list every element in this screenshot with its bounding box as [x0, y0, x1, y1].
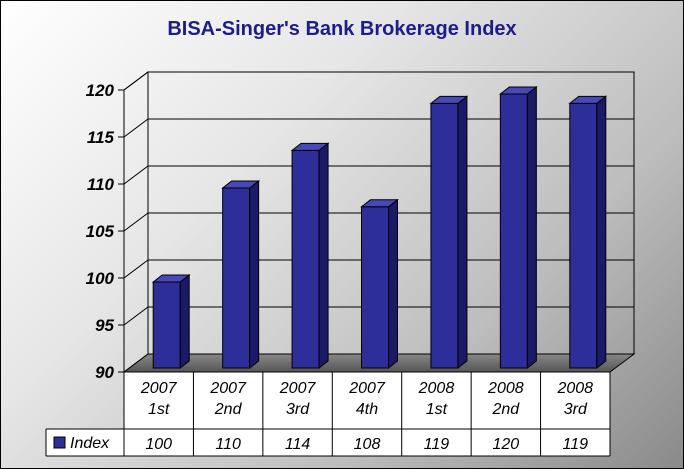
- gridline-100: [123, 259, 634, 279]
- data-table: 2007 1st 2007 2nd 2007 3rd 2007 4th 2008 1st 2008 2…: [45, 371, 611, 457]
- bar-side-5: [526, 85, 537, 370]
- y-tick-label-105: 105: [86, 222, 115, 241]
- bar-top-6: [568, 95, 608, 104]
- bar-top-5: [498, 86, 538, 95]
- data-label-1: 110: [215, 436, 241, 453]
- legend-label-index: Index: [70, 435, 110, 452]
- legend-swatch-index: [53, 436, 66, 449]
- bar-top-4: [429, 95, 469, 104]
- category-label-year-5: 2008: [487, 380, 524, 397]
- y-tick-label-90: 90: [95, 363, 114, 382]
- bar-5: [498, 85, 538, 370]
- category-label-quarter-5: 2nd: [492, 401, 521, 418]
- data-label-2: 114: [285, 436, 311, 453]
- category-label-year-0: 2007: [140, 380, 178, 397]
- bar-6: [568, 95, 608, 370]
- bar-side-4: [457, 95, 468, 370]
- bar-front-2: [291, 149, 320, 369]
- data-label-4: 119: [424, 436, 450, 453]
- bar-top-1: [221, 180, 261, 189]
- bar-front-4: [430, 102, 459, 369]
- category-label-year-1: 2007: [209, 380, 247, 397]
- table-body-bg: [124, 372, 610, 456]
- bar-top-3: [360, 199, 399, 208]
- bar-front-0: [152, 281, 181, 369]
- bar-side-3: [388, 198, 398, 370]
- gridline-105: [123, 212, 634, 232]
- y-tick-label-95: 95: [95, 316, 114, 335]
- data-label-6: 119: [563, 436, 589, 453]
- bar-front-6: [569, 102, 598, 369]
- category-label-year-2: 2007: [279, 380, 317, 397]
- y-tick-label-110: 110: [87, 175, 115, 194]
- bar-series: [151, 85, 608, 370]
- category-label-quarter-2: 3rd: [286, 401, 310, 418]
- category-label-quarter-1: 2nd: [214, 401, 243, 418]
- bar-2: [290, 142, 330, 370]
- y-tick-label-100: 100: [86, 269, 115, 288]
- category-label-year-6: 2008: [556, 380, 593, 397]
- bar-top-2: [290, 142, 330, 151]
- bar-side-0: [179, 273, 190, 370]
- category-label-quarter-3: 4th: [356, 401, 378, 418]
- data-label-3: 108: [354, 436, 381, 453]
- gridline-110: [123, 165, 634, 185]
- category-label-year-4: 2008: [418, 380, 455, 397]
- data-label-5: 120: [493, 436, 520, 453]
- bar-4: [429, 95, 469, 370]
- bar-1: [221, 179, 261, 370]
- category-label-quarter-4: 1st: [426, 401, 448, 418]
- category-label-quarter-0: 1st: [148, 401, 170, 418]
- bar-front-5: [499, 93, 528, 369]
- gridline-95: [123, 306, 634, 326]
- bar-3: [360, 198, 399, 370]
- y-tick-label-120: 120: [86, 81, 115, 100]
- bar-side-6: [596, 95, 607, 370]
- bar-side-2: [318, 142, 329, 370]
- bar-top-0: [151, 274, 191, 283]
- category-label-quarter-6: 3rd: [564, 401, 588, 418]
- y-tick-label-115: 115: [87, 128, 115, 147]
- bar-front-3: [361, 206, 389, 369]
- data-label-0: 100: [145, 436, 172, 453]
- bar-side-1: [249, 179, 260, 370]
- bar-0: [151, 273, 191, 370]
- gridline-115: [123, 118, 634, 138]
- bar-front-1: [222, 187, 251, 369]
- gridline-120: [123, 71, 634, 91]
- chart-title: BISA-Singer's Bank Brokerage Index: [167, 18, 517, 40]
- category-label-year-3: 2007: [348, 380, 386, 397]
- y-axis: 90 95 100 105 110 115 120: [86, 81, 124, 382]
